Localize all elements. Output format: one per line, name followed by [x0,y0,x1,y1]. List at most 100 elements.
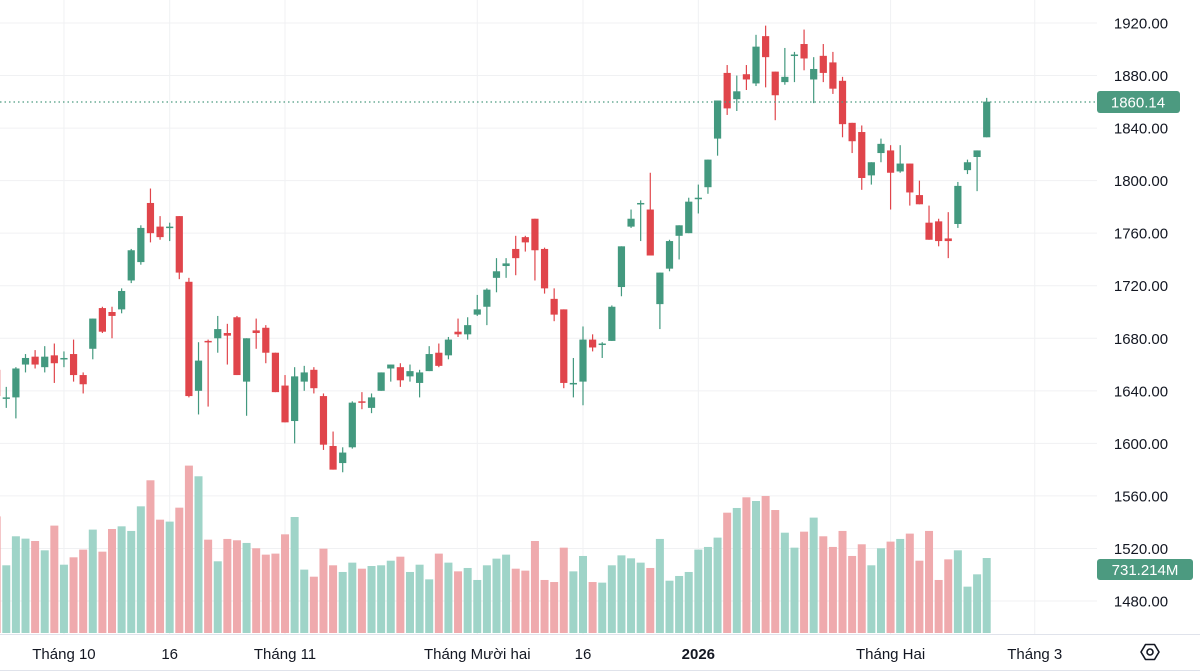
candle-body [589,339,597,348]
candle-body [367,397,376,408]
candle-body [435,352,443,366]
candle-body [127,250,135,281]
volume-bar [588,582,597,633]
candle [156,216,164,240]
price-tick-label: 1920.00 [1114,16,1168,33]
candle [291,367,299,444]
candle [790,51,799,83]
volume-bar [703,546,712,633]
volume-bar [405,571,414,633]
volume-bar [925,530,934,633]
volume-bars [0,465,991,633]
volume-bar [713,537,722,633]
volume-bar [357,568,366,633]
candle [771,71,779,121]
volume-bar [819,536,828,633]
candle [752,34,760,87]
candle [925,205,933,240]
candle [118,288,126,314]
candle [310,367,318,394]
volume-bar [915,560,924,633]
candle [560,309,568,389]
settings-hexagon-icon[interactable] [1140,643,1160,661]
candle [810,57,818,104]
price-tick-label: 1560.00 [1114,488,1168,505]
candle-body [492,271,501,278]
candle [627,209,635,228]
candle-body [819,55,827,73]
candle [617,246,626,297]
candle [406,364,414,382]
candle [502,258,510,278]
volume-bar [752,500,761,633]
candle-body [886,150,895,173]
candle [848,122,856,154]
candle-body [723,72,731,109]
volume-bar [473,579,482,633]
candle-body [925,222,933,240]
candle-body [194,360,203,391]
volume-bar [761,495,770,633]
candle [146,188,155,243]
candle [492,258,501,293]
volume-bar [165,521,174,633]
candle [233,315,241,376]
candle [579,326,587,406]
candle [665,239,674,272]
candles [0,25,991,473]
candle [540,247,549,294]
candle [598,342,606,358]
volume-bar [492,558,501,633]
volume-bar [252,548,261,633]
volume-bar [540,579,549,633]
volume-bar [896,538,905,633]
volume-bar [963,586,972,633]
time-tick-label: Tháng Mười hai [424,646,531,663]
candle [742,65,750,90]
candle-body [502,263,510,267]
candle-body [310,369,318,389]
candle [281,375,289,423]
volume-bar [319,548,328,633]
volume-bar [809,517,818,633]
volume-bar [79,549,88,633]
volume-bar [790,547,799,633]
candle [185,277,193,398]
volume-bar [646,567,655,633]
candle [60,351,68,368]
candle-body [512,248,520,259]
candle-body [454,331,462,335]
candle [569,357,577,398]
volume-bar [559,547,568,633]
candle [473,294,481,316]
candle [694,184,702,214]
candle [713,100,722,156]
time-axis[interactable]: Tháng 10 16 Tháng 11 Tháng Mười hai 16 2026 Th… [32,646,1062,663]
candle-body [627,218,635,227]
candle [194,342,203,415]
volume-bar [425,579,434,633]
candle-body [704,159,712,188]
price-tick-label: 1840.00 [1114,121,1168,138]
candle [906,163,914,206]
candle-body [598,343,606,346]
last-price-tag: 1860.14 [1097,91,1180,113]
candle [608,305,616,341]
volume-bar [973,574,982,633]
candle-body [540,248,549,289]
candle-body [108,312,116,316]
volume-bar [444,562,453,633]
volume-bar [800,531,809,633]
candle-body [963,162,972,171]
candle [21,354,30,373]
candle-body [694,197,702,200]
price-axis[interactable]: 1920.00 1880.00 1840.00 1800.00 1760.00 1720.… [1114,16,1168,611]
volume-bar [21,538,30,633]
volume-bar [771,510,780,633]
volume-bar [338,571,347,633]
candle [762,25,770,88]
candle-body [762,36,770,58]
candle [271,352,280,393]
candle [954,181,962,228]
